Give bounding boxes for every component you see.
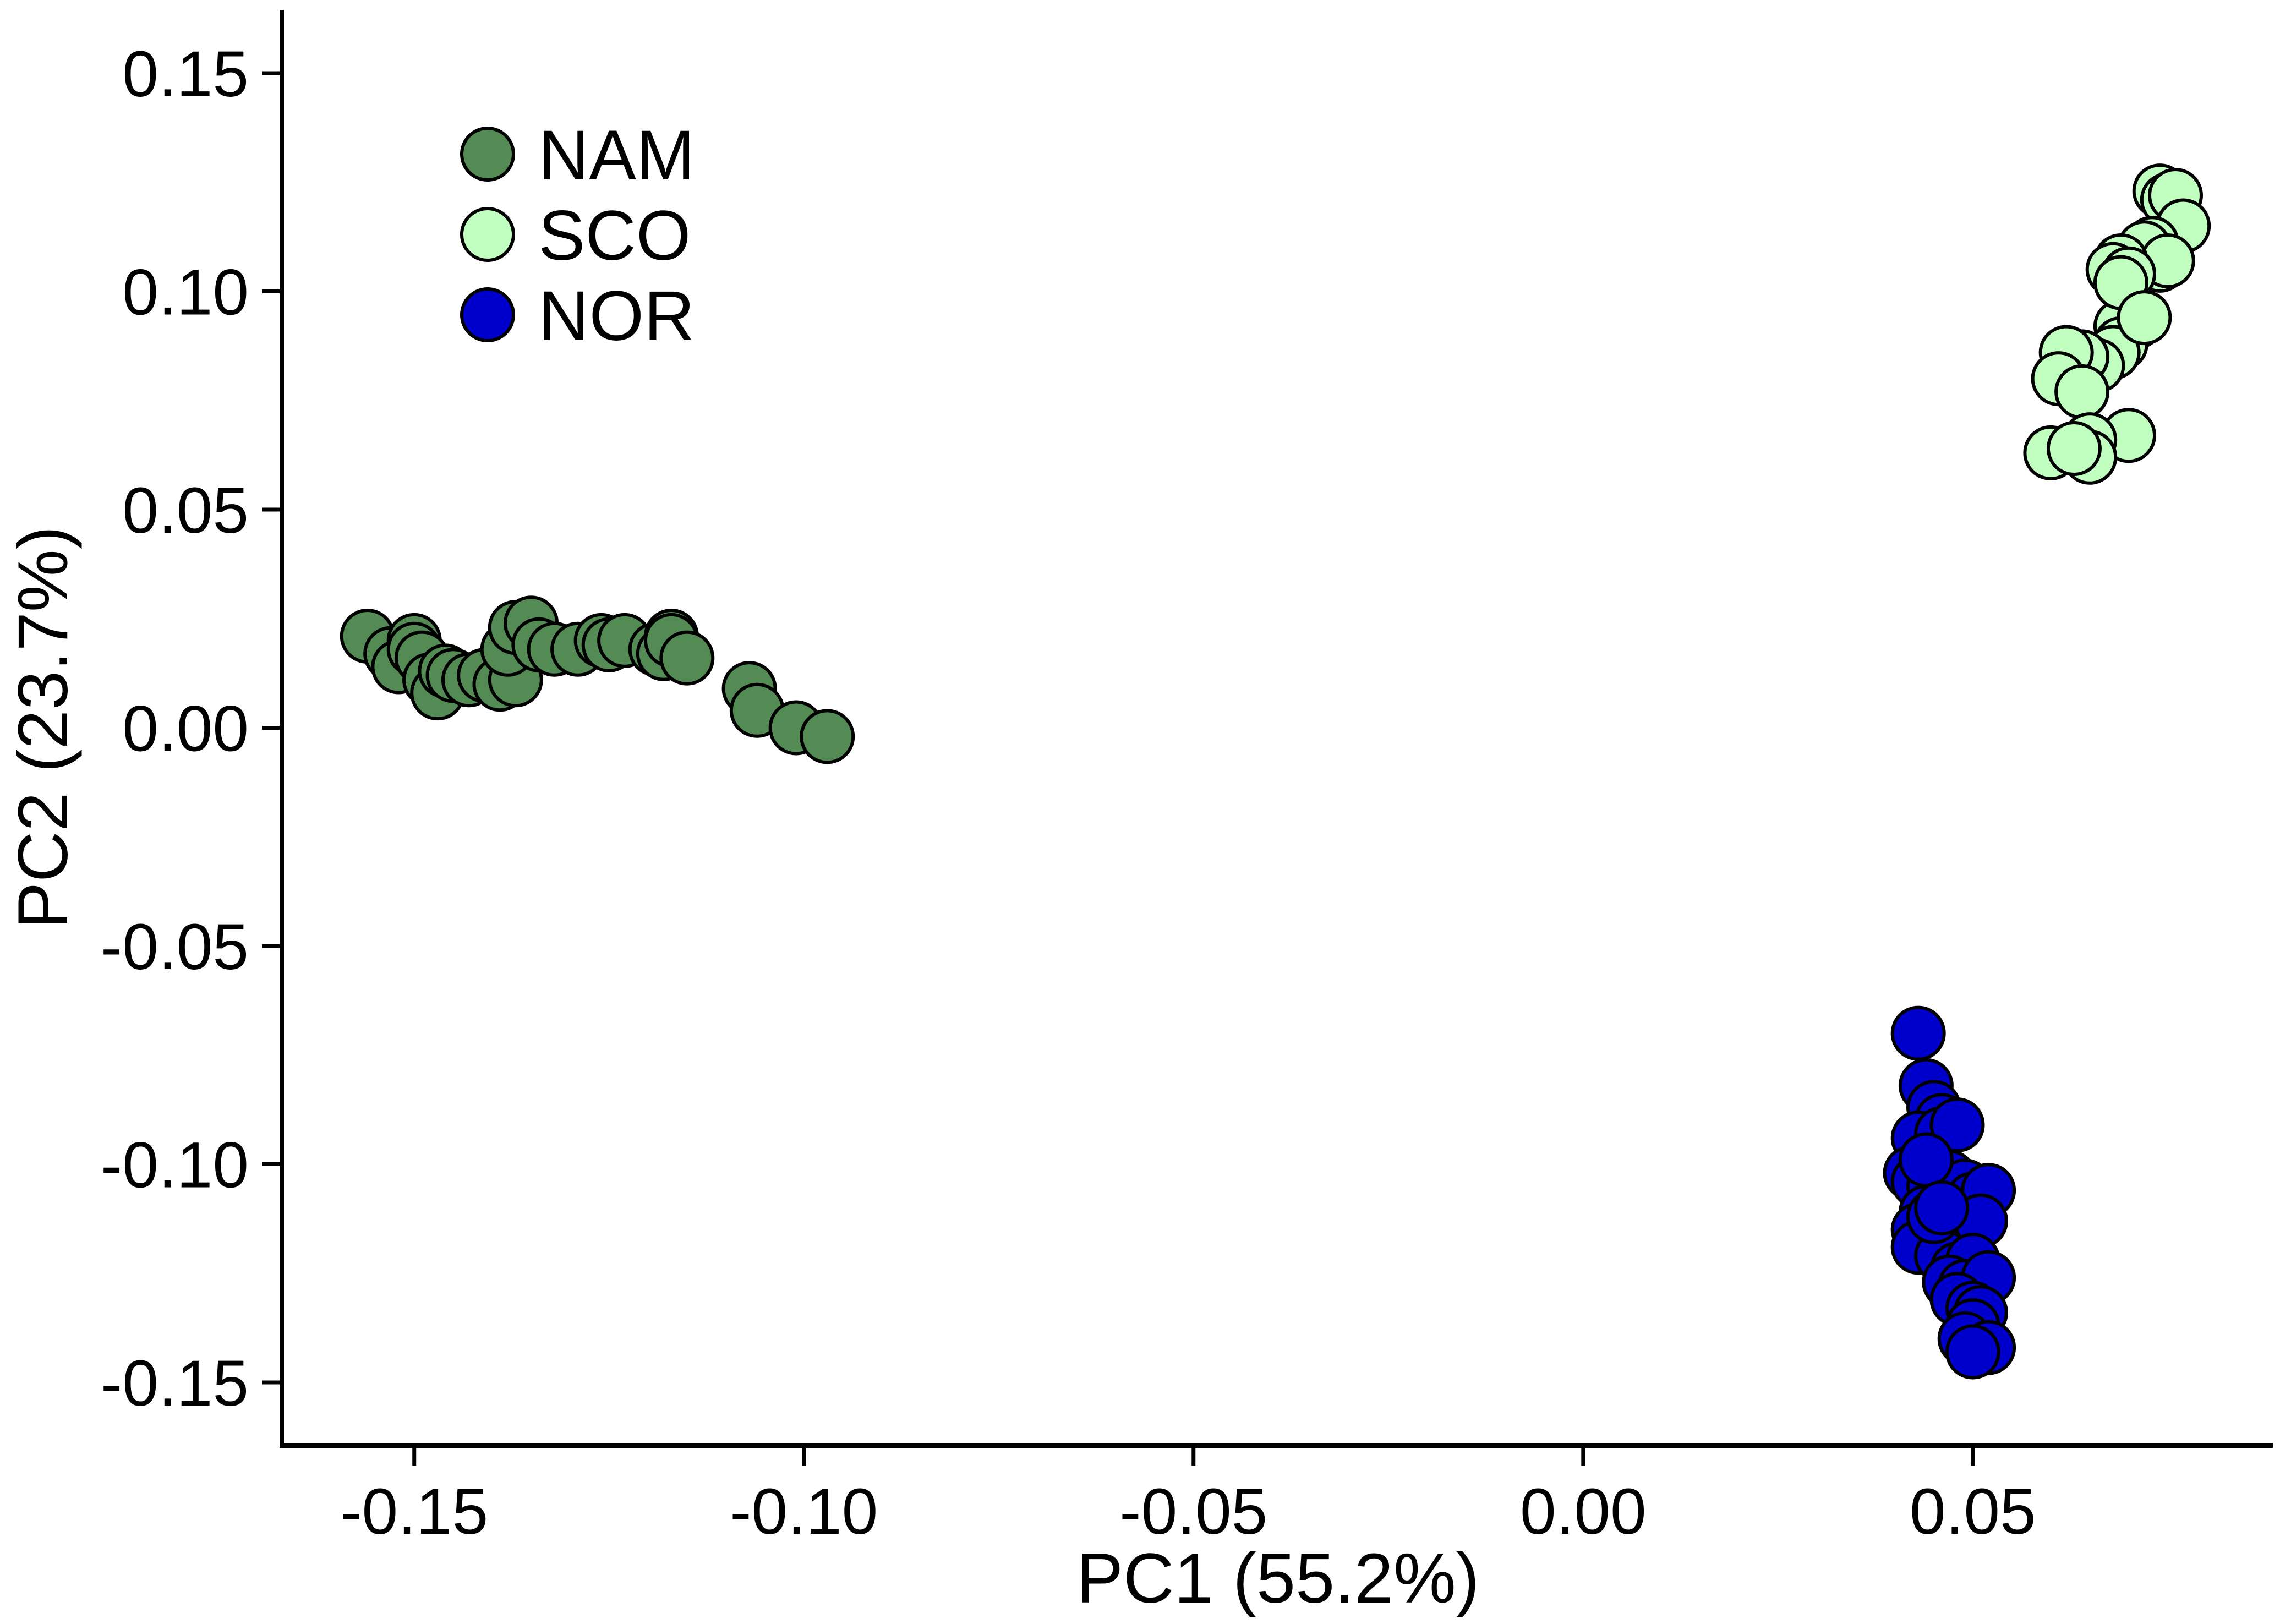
data-point-nam <box>800 709 855 764</box>
legend-label: SCO <box>538 196 691 275</box>
data-point-sco <box>2117 290 2172 346</box>
data-point-nam <box>659 630 715 686</box>
y-tick-label: 0.05 <box>122 474 249 547</box>
legend-label: NOR <box>538 277 695 356</box>
y-tick-label: 0.00 <box>122 693 249 765</box>
legend-item-nam: NAM <box>460 116 695 195</box>
series-nor <box>1883 1005 2016 1380</box>
x-tick-label: 0.00 <box>1520 1475 1647 1548</box>
legend-marker <box>460 127 515 182</box>
y-axis-title: PC2 (23.7%) <box>4 526 83 929</box>
series-nam <box>340 595 855 764</box>
x-axis-title: PC1 (55.2%) <box>1076 1539 1480 1618</box>
data-point-nor <box>1929 1097 1985 1153</box>
data-point-sco <box>2054 364 2110 419</box>
series-sco <box>2023 163 2211 485</box>
x-tick-label: -0.10 <box>730 1475 878 1548</box>
x-axis-ticks: -0.15 -0.10 -0.05 0.00 0.05 <box>340 1446 2036 1548</box>
data-points <box>340 163 2211 1380</box>
x-tick-label: -0.15 <box>340 1475 488 1548</box>
x-tick-label: 0.05 <box>1910 1475 2036 1548</box>
legend-marker <box>460 207 515 262</box>
legend-marker <box>460 287 515 342</box>
legend-item-nor: NOR <box>460 277 695 356</box>
y-axis-ticks: 0.15 0.10 0.05 0.00 -0.05 -0.10 -0.15 <box>101 38 282 1420</box>
data-point-sco <box>2046 421 2102 476</box>
legend-item-sco: SCO <box>460 196 691 275</box>
data-point-nor <box>1914 1180 1970 1235</box>
data-point-nor <box>1945 1324 2000 1380</box>
y-tick-label: -0.10 <box>101 1129 249 1202</box>
data-point-nor <box>1890 1005 1946 1061</box>
y-tick-label: 0.15 <box>122 38 249 111</box>
y-tick-label: 0.10 <box>122 256 249 329</box>
y-tick-label: -0.05 <box>101 911 249 983</box>
data-point-nor <box>1898 1132 1954 1188</box>
y-tick-label: -0.15 <box>101 1347 249 1420</box>
x-tick-label: -0.05 <box>1119 1475 1267 1548</box>
legend-label: NAM <box>538 116 695 195</box>
